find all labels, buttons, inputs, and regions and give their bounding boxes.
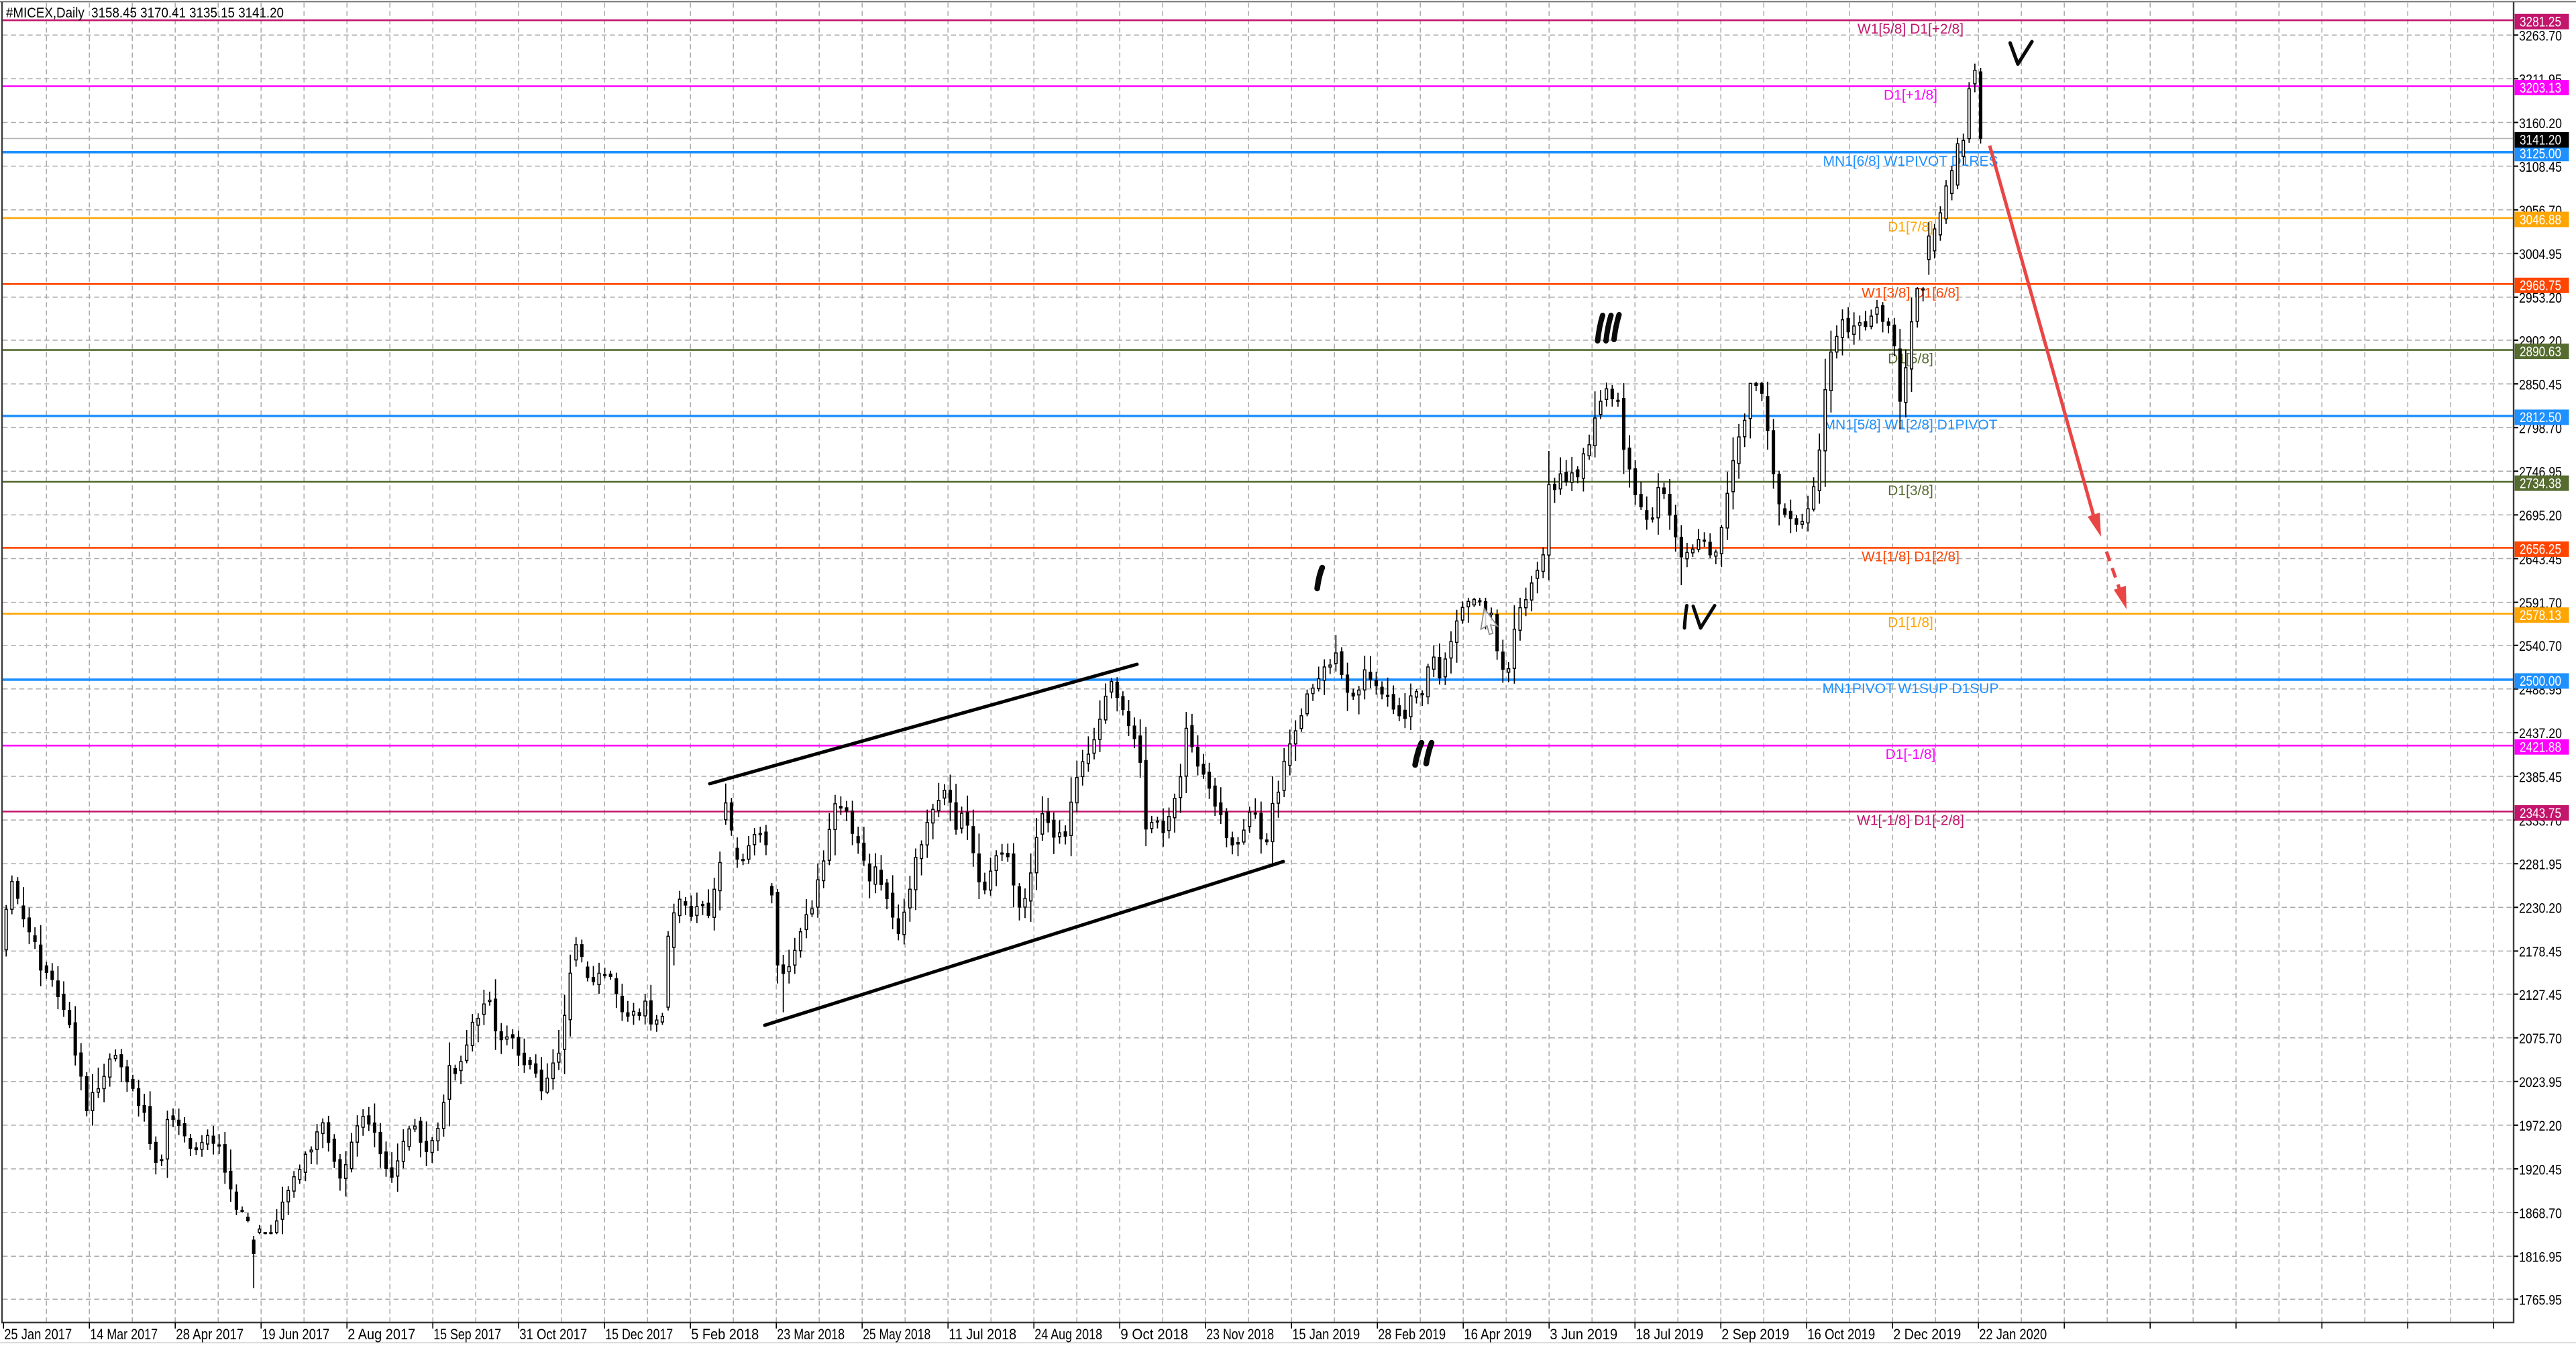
svg-text:3004.95: 3004.95 [2519, 247, 2562, 262]
svg-text:3108.45: 3108.45 [2519, 160, 2562, 175]
svg-text:2 Dec 2019: 2 Dec 2019 [1893, 1326, 1961, 1343]
svg-text:2953.20: 2953.20 [2519, 291, 2562, 306]
svg-text:2890.63: 2890.63 [2520, 344, 2561, 360]
svg-text:1972.20: 1972.20 [2519, 1119, 2562, 1134]
svg-text:2 Sep 2019: 2 Sep 2019 [1721, 1326, 1789, 1343]
svg-text:28 Apr 2017: 28 Apr 2017 [176, 1326, 244, 1343]
svg-text:2812.50: 2812.50 [2520, 410, 2561, 425]
svg-text:W1[1/8] D1[2/8]: W1[1/8] D1[2/8] [1862, 549, 1960, 564]
svg-text:2 Aug 2017: 2 Aug 2017 [347, 1326, 415, 1343]
svg-text:16 Apr 2019: 16 Apr 2019 [1464, 1326, 1532, 1343]
svg-text:3046.88: 3046.88 [2520, 212, 2561, 227]
svg-text:2343.75: 2343.75 [2520, 806, 2561, 821]
svg-text:D1[+1/8]: D1[+1/8] [1884, 88, 1937, 103]
svg-text:W1[-1/8] D1[-2/8]: W1[-1/8] D1[-2/8] [1857, 813, 1964, 829]
svg-text:2591.70: 2591.70 [2519, 596, 2562, 611]
svg-text:3160.20: 3160.20 [2519, 116, 2562, 132]
svg-text:2127.45: 2127.45 [2519, 988, 2562, 1003]
svg-text:25 May 2018: 25 May 2018 [863, 1326, 930, 1343]
svg-text:2178.45: 2178.45 [2519, 945, 2562, 960]
svg-text:3 Jun 2019: 3 Jun 2019 [1550, 1326, 1617, 1343]
svg-text:31 Oct 2017: 31 Oct 2017 [519, 1326, 587, 1343]
svg-text:16 Oct 2019: 16 Oct 2019 [1807, 1326, 1875, 1343]
svg-text:3281.25: 3281.25 [2520, 15, 2561, 30]
svg-text:2540.70: 2540.70 [2519, 639, 2562, 654]
svg-text:1868.70: 1868.70 [2519, 1206, 2562, 1221]
svg-text:2850.45: 2850.45 [2519, 377, 2562, 393]
svg-text:1765.95: 1765.95 [2519, 1293, 2562, 1308]
svg-text:25 Jan 2017: 25 Jan 2017 [4, 1326, 72, 1343]
svg-text:3141.20: 3141.20 [2520, 133, 2561, 148]
svg-text:3125.00: 3125.00 [2520, 146, 2561, 162]
svg-text:23 Nov 2018: 23 Nov 2018 [1206, 1326, 1274, 1343]
svg-text:D1[-1/8]: D1[-1/8] [1886, 747, 1936, 762]
svg-text:W1[5/8] D1[+2/8]: W1[5/8] D1[+2/8] [1858, 21, 1964, 37]
svg-text:D1[3/8]: D1[3/8] [1888, 483, 1933, 499]
svg-text:22 Jan 2020: 22 Jan 2020 [1979, 1326, 2047, 1343]
svg-text:15 Jan 2019: 15 Jan 2019 [1292, 1326, 1360, 1343]
svg-text:2500.00: 2500.00 [2520, 674, 2561, 689]
svg-text:2437.20: 2437.20 [2519, 726, 2562, 741]
svg-text:2578.13: 2578.13 [2520, 608, 2561, 623]
svg-text:2656.25: 2656.25 [2520, 542, 2561, 558]
svg-text:D1[7/8]: D1[7/8] [1888, 219, 1933, 235]
svg-text:24 Aug 2018: 24 Aug 2018 [1034, 1326, 1102, 1343]
svg-text:2230.20: 2230.20 [2519, 901, 2562, 917]
svg-text:2695.20: 2695.20 [2519, 509, 2562, 524]
svg-text:2281.95: 2281.95 [2519, 858, 2562, 873]
svg-text:18 Jul 2019: 18 Jul 2019 [1635, 1326, 1703, 1343]
svg-text:3203.13: 3203.13 [2520, 81, 2561, 96]
svg-text:MN1[5/8] W1[2/8] D1PIVOT: MN1[5/8] W1[2/8] D1PIVOT [1823, 417, 1997, 433]
svg-text:MN1[6/8] W1PIVOT D1RES: MN1[6/8] W1PIVOT D1RES [1823, 154, 1998, 169]
svg-text:15 Sep 2017: 15 Sep 2017 [433, 1326, 501, 1343]
svg-text:2385.45: 2385.45 [2519, 770, 2562, 785]
svg-text:11 Jul 2018: 11 Jul 2018 [949, 1326, 1016, 1343]
svg-text:23 Mar 2018: 23 Mar 2018 [777, 1326, 845, 1343]
svg-text:W1[3/8] D1[6/8]: W1[3/8] D1[6/8] [1862, 285, 1960, 301]
svg-text:MN1PIVOT W1SUP D1SUP: MN1PIVOT W1SUP D1SUP [1823, 681, 1999, 696]
svg-text:15 Dec 2017: 15 Dec 2017 [605, 1326, 673, 1343]
svg-text:3263.70: 3263.70 [2519, 29, 2562, 44]
svg-text:2734.38: 2734.38 [2520, 476, 2561, 491]
svg-text:2023.95: 2023.95 [2519, 1075, 2562, 1090]
svg-text:2968.75: 2968.75 [2520, 278, 2561, 294]
svg-text:5 Feb 2018: 5 Feb 2018 [691, 1326, 759, 1343]
svg-text:#MICEX,Daily 3158.45 3170.41: #MICEX,Daily 3158.45 3170.41 3135.15 314… [6, 5, 284, 21]
svg-text:2421.88: 2421.88 [2520, 740, 2561, 756]
svg-text:28 Feb 2019: 28 Feb 2019 [1378, 1326, 1446, 1343]
svg-text:2075.70: 2075.70 [2519, 1031, 2562, 1047]
svg-text:1816.95: 1816.95 [2519, 1250, 2562, 1265]
svg-text:9 Oct 2018: 9 Oct 2018 [1120, 1326, 1188, 1343]
svg-text:1920.45: 1920.45 [2519, 1162, 2562, 1178]
svg-text:D1[1/8]: D1[1/8] [1888, 615, 1933, 631]
svg-text:14 Mar 2017: 14 Mar 2017 [90, 1326, 158, 1343]
svg-text:19 Jun 2017: 19 Jun 2017 [262, 1326, 329, 1343]
